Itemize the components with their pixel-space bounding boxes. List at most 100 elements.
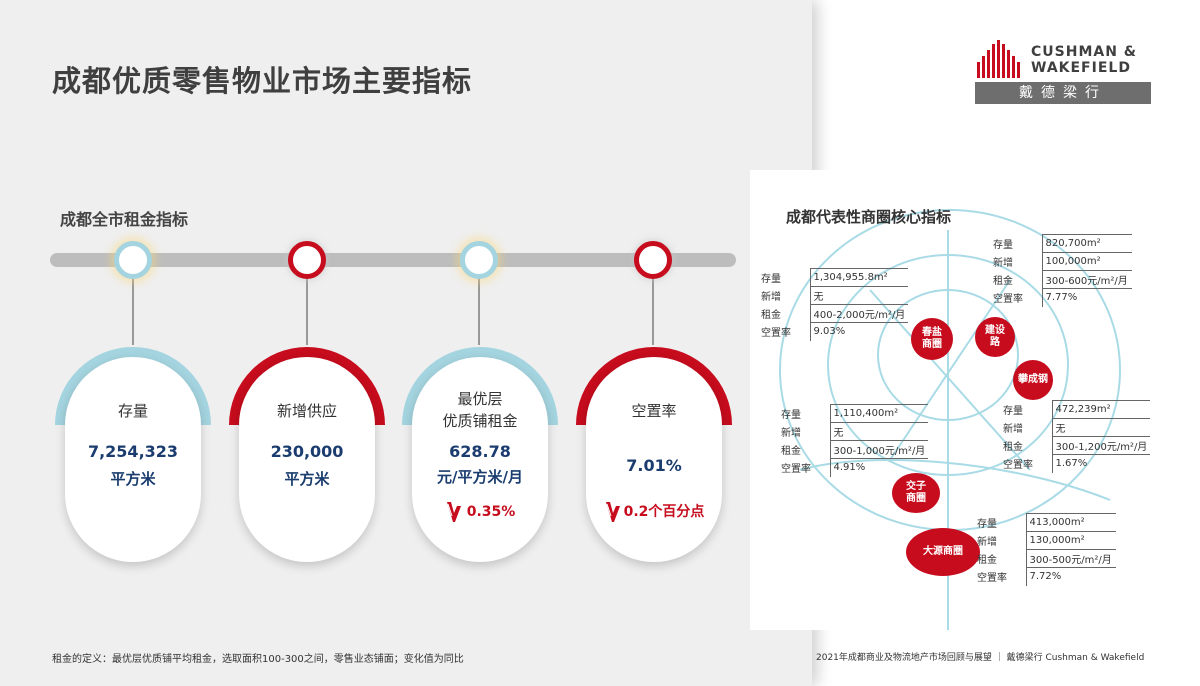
district-circle: 攀成钢: [1013, 360, 1053, 400]
down-trend-icon: [446, 502, 461, 522]
card-arc: [402, 347, 558, 425]
timeline-bar: [50, 253, 736, 267]
stat-key: 租金: [758, 304, 811, 323]
left-panel: 成都优质零售物业市场主要指标 成都全市租金指标 存量 7,254,323 平方米: [0, 0, 812, 686]
timeline-stem: [652, 275, 654, 345]
stat-key: 存量: [778, 404, 831, 423]
stat-key: 新增: [990, 252, 1043, 271]
timeline-node: [114, 241, 152, 279]
metric-label: 优质铺租金: [442, 412, 518, 430]
stat-value: 472,239m²: [1052, 400, 1151, 419]
stat-key: 空置率: [974, 567, 1027, 586]
stat-value: 7.72%: [1029, 571, 1062, 583]
stat-value: 300-500元/m²/月: [1026, 549, 1116, 568]
stat-key: 租金: [990, 270, 1043, 289]
metric-value: 7,254,323: [87, 442, 179, 461]
card-arc: [229, 347, 385, 425]
timeline-stem: [132, 275, 134, 345]
timeline-stem: [478, 275, 480, 345]
district-stats-table: 存量 820,700m² 新增 100,000m² 租金 300-600元/m²/月 …: [990, 234, 1132, 307]
metric-label: 最优层: [457, 390, 503, 408]
stat-key: 租金: [778, 440, 831, 459]
stat-key: 存量: [758, 268, 811, 287]
stat-value: 300-600元/m²/月: [1042, 270, 1132, 289]
district-heading: 成都代表性商圈核心指标: [786, 208, 952, 226]
district-stats-table: 存量 472,239m² 新增无 租金 300-1,200元/m²/月 空置率 1.6…: [1000, 400, 1151, 473]
stat-key: 租金: [1000, 436, 1053, 455]
change-value: 0.2个百分点: [623, 504, 705, 520]
stat-value: 7.77%: [1045, 292, 1078, 304]
metric-value: 7.01%: [626, 456, 682, 475]
card-body: [412, 357, 548, 562]
metric-unit: 平方米: [110, 470, 156, 488]
stat-key: 空置率: [778, 458, 831, 477]
stat-value: 无: [830, 422, 929, 441]
district-stats-table: 存量 413,000m² 新增 130,000m² 租金 300-500元/m²/月 …: [974, 513, 1116, 586]
stat-key: 空置率: [990, 288, 1043, 307]
stat-value: 1.67%: [1055, 458, 1088, 470]
stat-value: 无: [810, 286, 909, 305]
logo-wordmark: CUSHMAN & WAKEFIELD: [1031, 44, 1137, 76]
stat-key: 新增: [778, 422, 831, 441]
metric-card-vacancy: 空置率 7.01% 0.2个百分点: [572, 343, 736, 565]
card-body: [586, 357, 722, 562]
card-arc: [55, 347, 211, 425]
stat-value: 300-1,200元/m²/月: [1052, 436, 1151, 455]
card-body: [239, 357, 375, 562]
logo-line1: CUSHMAN &: [1031, 44, 1138, 60]
timeline-node: [288, 241, 326, 279]
logo-line2: WAKEFIELD: [1031, 60, 1131, 76]
stat-value: 300-1,000元/m²/月: [830, 440, 929, 459]
card-arc: [576, 347, 732, 425]
timeline-stem: [306, 275, 308, 345]
timeline-node: [634, 241, 672, 279]
district-circle: 建设路: [975, 317, 1015, 357]
footnote: 租金的定义：最优层优质铺平均租金，选取面积100-300之间，零售业态铺面；变化…: [52, 654, 464, 665]
district-stats-table: 存量 1,110,400m² 新增无 租金 300-1,000元/m²/月 空置率 4…: [778, 404, 929, 477]
stat-key: 空置率: [1000, 454, 1053, 473]
stat-value: 4.91%: [833, 462, 866, 474]
change-value: 0.35%: [466, 504, 516, 520]
stat-key: 新增: [1000, 418, 1053, 437]
metric-change: 0.2个百分点: [572, 501, 736, 523]
metric-unit: 平方米: [284, 470, 330, 488]
citywide-heading: 成都全市租金指标: [60, 210, 189, 229]
stat-key: 新增: [758, 286, 811, 305]
metric-label: 空置率: [631, 402, 677, 420]
stat-value: 9.03%: [813, 326, 846, 338]
page-title: 成都优质零售物业市场主要指标: [52, 64, 473, 98]
metric-card-new-supply: 新增供应 230,000 平方米: [225, 343, 389, 565]
cushman-wakefield-logo: CUSHMAN & WAKEFIELD 戴德梁行: [975, 40, 1151, 106]
metric-label: 存量: [117, 402, 148, 420]
stat-key: 空置率: [758, 322, 811, 341]
metric-change: 0.35%: [398, 501, 562, 523]
footer-source: 2021年成都商业及物流地产市场回顾与展望 ｜ 戴德梁行 Cushman & W…: [816, 653, 1145, 663]
stat-key: 租金: [974, 549, 1027, 568]
stat-value: 400-2,000元/m²/月: [810, 304, 909, 323]
card-body: [65, 357, 201, 562]
logo-chinese: 戴德梁行: [975, 82, 1151, 104]
building-icon: [977, 40, 1020, 78]
stat-value: 130,000m²: [1026, 531, 1116, 550]
district-circle: 大源商圈: [906, 528, 980, 576]
metric-label: 新增供应: [276, 402, 337, 420]
stat-key: 存量: [974, 513, 1027, 532]
down-trend-icon: [605, 502, 620, 522]
stat-value: 820,700m²: [1042, 234, 1132, 253]
stat-key: 存量: [990, 234, 1043, 253]
stat-value: 无: [1052, 418, 1151, 437]
stat-key: 存量: [1000, 400, 1053, 419]
stat-key: 新增: [974, 531, 1027, 550]
metric-value: 230,000: [270, 442, 344, 461]
stat-value: 100,000m²: [1042, 252, 1132, 271]
metric-card-rent: 最优层 优质铺租金 628.78 元/平方米/月 0.35%: [398, 343, 562, 565]
district-circle: 春盐 商圈: [911, 318, 953, 360]
stat-value: 1,304,955.8m²: [810, 268, 909, 287]
stat-value: 1,110,400m²: [830, 404, 929, 423]
district-circle: 交子 商圈: [892, 473, 940, 513]
metric-card-stock: 存量 7,254,323 平方米: [51, 343, 215, 565]
stat-value: 413,000m²: [1026, 513, 1116, 532]
metric-value: 628.78: [449, 442, 511, 461]
district-stats-table: 存量 1,304,955.8m² 新增无 租金 400-2,000元/m²/月 空置…: [758, 268, 909, 341]
